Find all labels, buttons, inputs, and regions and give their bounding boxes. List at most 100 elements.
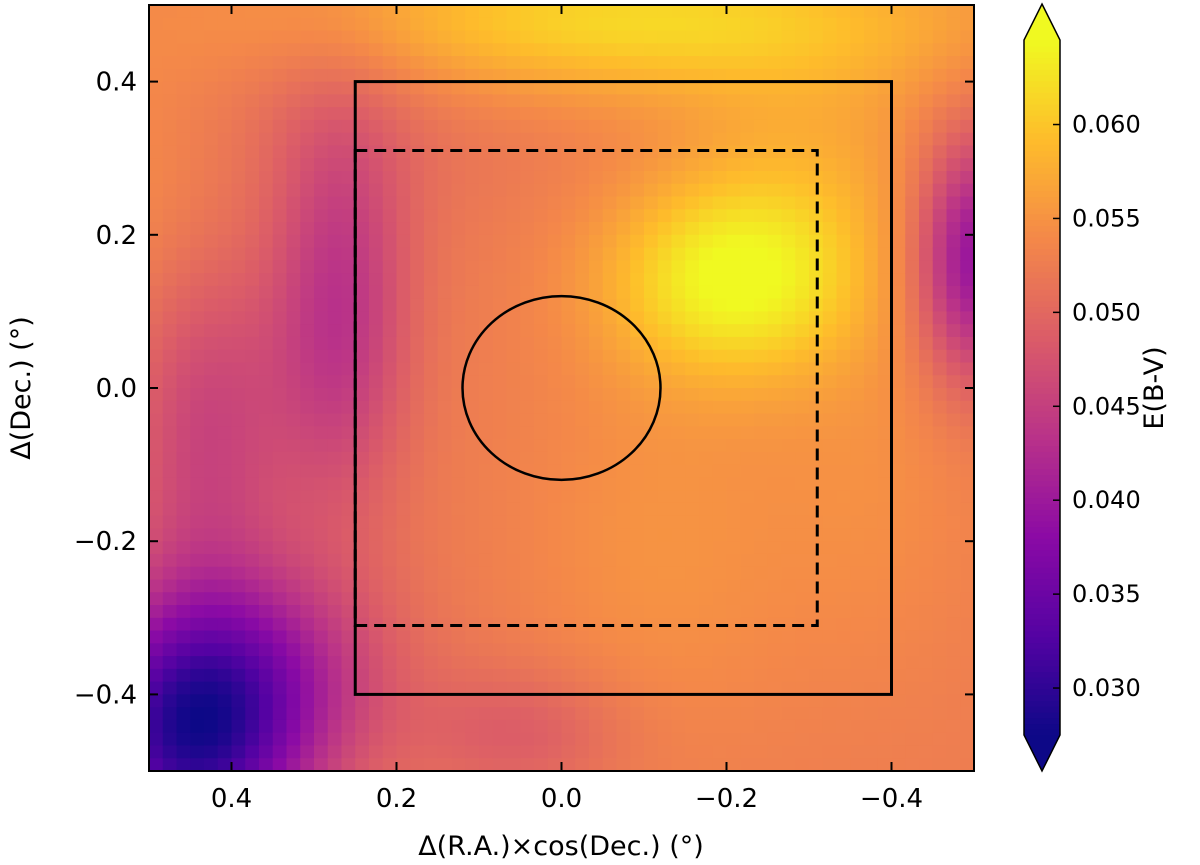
- heatmap-cell: [864, 158, 879, 172]
- heatmap-cell: [891, 260, 907, 274]
- heatmap-cell: [630, 758, 645, 771]
- heatmap-cell: [671, 490, 687, 504]
- heatmap-cell: [754, 464, 769, 479]
- heatmap-cell: [809, 17, 824, 32]
- colorbar-segment: [1024, 231, 1060, 238]
- heatmap-cell: [754, 732, 769, 747]
- heatmap-cell: [891, 362, 907, 377]
- heatmap-cell: [836, 553, 852, 568]
- heatmap-cell: [644, 400, 659, 415]
- heatmap-cell: [699, 260, 714, 274]
- heatmap-cell: [589, 260, 604, 274]
- heatmap-cell: [671, 209, 687, 223]
- heatmap-cell: [767, 477, 783, 491]
- heatmap-cell: [149, 388, 164, 402]
- heatmap-cell: [561, 605, 577, 619]
- heatmap-cell: [355, 119, 370, 134]
- heatmap-cell: [190, 234, 205, 249]
- heatmap-cell: [644, 681, 659, 696]
- heatmap-cell: [424, 426, 439, 440]
- heatmap-cell: [795, 413, 810, 428]
- heatmap-cell: [547, 183, 563, 198]
- heatmap-cell: [437, 668, 453, 683]
- heatmap-cell: [754, 324, 769, 338]
- heatmap-cell: [726, 196, 742, 211]
- heatmap-cell: [534, 694, 549, 708]
- heatmap-cell: [204, 336, 219, 351]
- heatmap-cell: [272, 183, 288, 198]
- heatmap-cell: [300, 5, 315, 19]
- heatmap-cell: [534, 553, 549, 568]
- heatmap-cell: [836, 707, 852, 721]
- heatmap-cell: [946, 68, 962, 83]
- heatmap-cell: [506, 605, 522, 619]
- heatmap-cell: [795, 17, 810, 32]
- heatmap-cell: [795, 94, 810, 108]
- heatmap-cell: [726, 170, 742, 185]
- heatmap-cell: [657, 656, 673, 670]
- heatmap-cell: [932, 630, 948, 645]
- heatmap-cell: [327, 630, 343, 645]
- heatmap-cell: [272, 758, 288, 771]
- heatmap-cell: [932, 81, 948, 96]
- heatmap-cell: [781, 400, 797, 415]
- heatmap-cell: [589, 490, 604, 504]
- heatmap-cell: [369, 566, 384, 581]
- heatmap-cell: [699, 464, 714, 479]
- heatmap-cell: [754, 681, 769, 696]
- heatmap-cell: [726, 668, 742, 683]
- heatmap-cell: [644, 707, 659, 721]
- heatmap-cell: [767, 94, 783, 108]
- heatmap-cell: [217, 515, 233, 530]
- heatmap-cell: [685, 247, 700, 262]
- heatmap-cell: [561, 234, 577, 249]
- heatmap-cell: [712, 464, 728, 479]
- heatmap-cell: [671, 464, 687, 479]
- heatmap-cell: [767, 247, 783, 262]
- heatmap-cell: [286, 273, 302, 287]
- heatmap-cell: [795, 400, 810, 415]
- heatmap-cell: [644, 553, 659, 568]
- heatmap-cell: [657, 451, 673, 466]
- heatmap-cell: [272, 298, 288, 313]
- heatmap-cell: [561, 694, 577, 708]
- heatmap-cell: [644, 5, 659, 19]
- heatmap-cell: [465, 43, 480, 57]
- heatmap-cell: [341, 579, 357, 594]
- heatmap-cell: [575, 298, 590, 313]
- heatmap-cell: [575, 132, 590, 147]
- colorbar-segment: [1024, 729, 1060, 736]
- heatmap-cell: [327, 170, 343, 185]
- heatmap-cell: [204, 285, 219, 300]
- heatmap-cell: [506, 132, 522, 147]
- heatmap-cell: [575, 451, 590, 466]
- heatmap-cell: [850, 541, 865, 555]
- heatmap-cell: [602, 477, 618, 491]
- heatmap-cell: [740, 81, 755, 96]
- heatmap-cell: [369, 81, 384, 96]
- x-tick-label: −0.2: [695, 784, 758, 814]
- heatmap-cell: [314, 56, 329, 70]
- heatmap-cell: [300, 260, 315, 274]
- heatmap-cell: [286, 541, 302, 555]
- heatmap-cell: [850, 617, 865, 632]
- heatmap-cell: [506, 451, 522, 466]
- heatmap-cell: [204, 183, 219, 198]
- heatmap-cell: [740, 247, 755, 262]
- heatmap-cell: [657, 681, 673, 696]
- colorbar-segment: [1024, 468, 1060, 476]
- heatmap-cell: [946, 247, 962, 262]
- colorbar-segment: [1024, 63, 1060, 70]
- heatmap-cell: [891, 5, 907, 19]
- heatmap-cell: [616, 260, 632, 274]
- heatmap-cell: [355, 681, 370, 696]
- heatmap-cell: [149, 694, 164, 708]
- heatmap-cell: [712, 694, 728, 708]
- heatmap-cell: [864, 222, 879, 236]
- heatmap-cell: [369, 43, 384, 57]
- heatmap-cell: [314, 617, 329, 632]
- heatmap-cell: [960, 464, 974, 479]
- heatmap-cell: [919, 630, 934, 645]
- heatmap-cell: [479, 464, 494, 479]
- heatmap-cell: [245, 528, 260, 542]
